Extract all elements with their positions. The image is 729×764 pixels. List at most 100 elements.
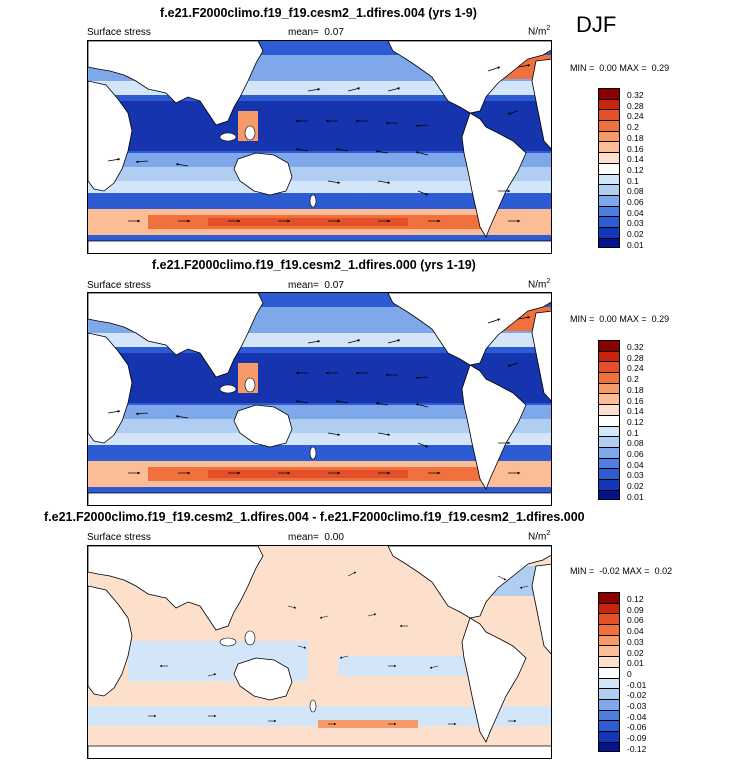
colorbar-tick-label: 0.1	[627, 175, 639, 186]
colorbar-swatch	[598, 184, 620, 195]
colorbar	[598, 88, 620, 249]
colorbar-tick-label: 0.12	[627, 164, 644, 175]
colorbar-tick-label: 0.18	[627, 132, 644, 143]
colorbar-tick-label: -0.03	[627, 701, 647, 711]
colorbar-swatch	[598, 205, 620, 217]
colorbar-swatch	[598, 436, 620, 447]
mean-label: mean= 0.07	[288, 27, 344, 38]
units-label: N/m2	[528, 278, 551, 291]
colorbar-tick-label: 0.02	[627, 647, 644, 658]
colorbar-tick-label: 0.06	[627, 197, 644, 207]
colorbar-swatch	[598, 141, 620, 153]
colorbar-tick-label: -0.06	[627, 722, 647, 733]
colorbar-tick-label: 0.14	[627, 406, 644, 417]
colorbar-swatch	[598, 602, 620, 614]
colorbar-tick-label: 0.12	[627, 594, 644, 604]
max-value: 0.29	[651, 314, 670, 324]
panel-title: f.e21.F2000climo.f19_f19.cesm2_1.dfires.…	[160, 6, 477, 20]
colorbar-tick-label: 0.08	[627, 186, 644, 197]
colorbar-swatch	[598, 592, 620, 603]
max-value: 0.29	[651, 63, 670, 73]
colorbar-swatch	[598, 720, 620, 731]
colorbar-swatch	[598, 688, 620, 699]
colorbar-tick-label: 0.01	[627, 491, 644, 502]
colorbar-swatch	[598, 645, 620, 657]
colorbar-swatch	[598, 98, 620, 110]
colorbar-tick-label: 0	[627, 668, 632, 679]
variable-label: Surface stress	[87, 27, 151, 38]
colorbar-swatch	[598, 216, 620, 227]
variable-label: Surface stress	[87, 532, 151, 543]
colorbar-tick-label: 0.32	[627, 342, 644, 352]
colorbar-swatch	[598, 173, 620, 185]
colorbar-tick-label: -0.12	[627, 743, 647, 754]
colorbar-tick-label: 0.03	[627, 470, 644, 481]
colorbar-swatch	[598, 446, 620, 458]
colorbar-swatch	[598, 194, 620, 206]
colorbar-swatch	[598, 130, 620, 142]
colorbar-tick-label: 0.06	[627, 615, 644, 626]
colorbar-tick-label: 0.12	[627, 416, 644, 427]
min-max-label: MIN = 0.00 MAX = 0.29	[570, 314, 670, 324]
colorbar-swatch	[598, 656, 620, 667]
units-label: N/m2	[528, 530, 551, 543]
colorbar-swatch	[598, 393, 620, 405]
colorbar-tick-label: -0.09	[627, 733, 647, 744]
season-label: DJF	[576, 12, 617, 37]
mean-label: mean= 0.00	[288, 532, 344, 543]
colorbar-swatch	[598, 698, 620, 710]
colorbar-tick-label: -0.01	[627, 679, 647, 690]
colorbar-swatch	[598, 109, 620, 121]
colorbar	[598, 592, 620, 753]
map-plot	[87, 545, 552, 759]
max-value: 0.02	[654, 566, 673, 576]
colorbar-swatch	[598, 120, 620, 131]
colorbar-tick-label: 0.06	[627, 449, 644, 459]
colorbar-swatch	[598, 350, 620, 362]
colorbar-tick-label: 0.03	[627, 218, 644, 229]
colorbar-tick-label: -0.04	[627, 711, 647, 722]
colorbar-tick-label: 0.04	[627, 626, 644, 637]
colorbar-tick-label: 0.03	[627, 636, 644, 647]
colorbar-swatch	[598, 404, 620, 415]
colorbar-swatch	[598, 226, 620, 238]
colorbar-tick-label: -0.02	[627, 690, 647, 701]
mean-value: 0.00	[324, 532, 344, 543]
colorbar-swatch	[598, 478, 620, 490]
colorbar-swatch	[598, 162, 620, 174]
colorbar-swatch	[598, 489, 620, 501]
colorbar-swatch	[598, 88, 620, 99]
colorbar-swatch	[598, 152, 620, 163]
colorbar-tick-label: 0.16	[627, 395, 644, 406]
colorbar-tick-label: 0.2	[627, 122, 639, 133]
colorbar-swatch	[598, 425, 620, 437]
colorbar-swatch	[598, 468, 620, 479]
colorbar-tick-label: 0.28	[627, 352, 644, 363]
colorbar-tick-label: 0.08	[627, 438, 644, 449]
colorbar-swatch	[598, 414, 620, 426]
colorbar-swatch	[598, 382, 620, 394]
colorbar-tick-label: 0.1	[627, 427, 639, 438]
colorbar-swatch	[598, 634, 620, 646]
mean-label: mean= 0.07	[288, 280, 344, 291]
colorbar-tick-label: 0.28	[627, 100, 644, 111]
colorbar-swatch	[598, 613, 620, 625]
map-plot	[87, 40, 552, 254]
colorbar-swatch	[598, 666, 620, 678]
colorbar-tick-label: 0.01	[627, 658, 644, 669]
colorbar-tick-label: 0.01	[627, 239, 644, 250]
variable-label: Surface stress	[87, 280, 151, 291]
colorbar-swatch	[598, 741, 620, 753]
colorbar-tick-label: 0.32	[627, 90, 644, 100]
min-max-label: MIN = 0.00 MAX = 0.29	[570, 63, 670, 73]
panel-title: f.e21.F2000climo.f19_f19.cesm2_1.dfires.…	[152, 258, 476, 272]
colorbar-swatch	[598, 237, 620, 249]
colorbar-tick-label: 0.24	[627, 363, 644, 374]
colorbar-swatch	[598, 372, 620, 383]
min-value: 0.00	[599, 314, 617, 324]
min-value: 0.00	[599, 63, 617, 73]
colorbar-tick-label: 0.04	[627, 459, 644, 470]
min-value: -0.02	[599, 566, 620, 576]
min-max-label: MIN = -0.02 MAX = 0.02	[570, 566, 673, 576]
colorbar-tick-label: 0.02	[627, 481, 644, 492]
